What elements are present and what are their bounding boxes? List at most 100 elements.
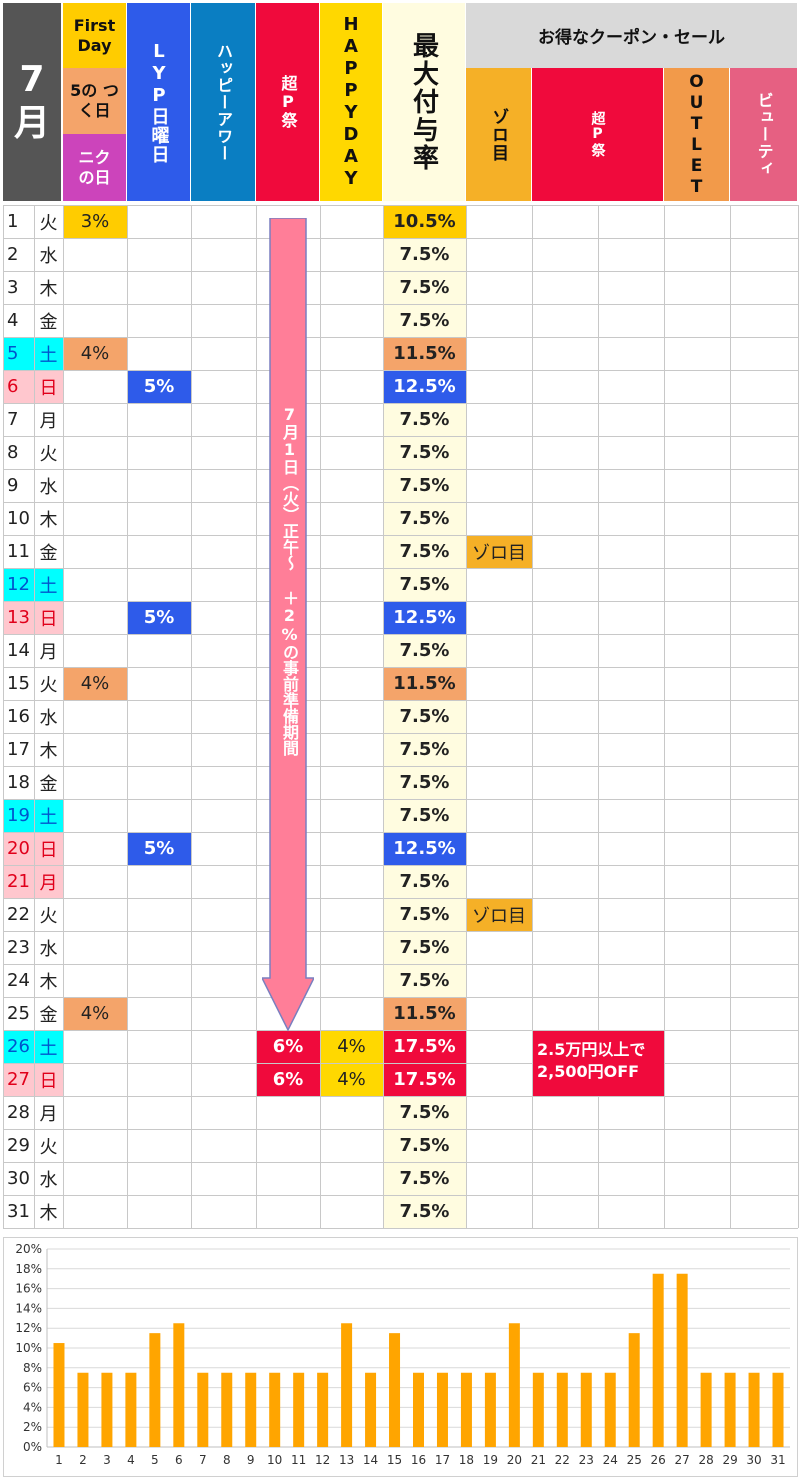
weekday: 木 [39, 971, 58, 993]
weekday: 水 [39, 1169, 58, 1191]
five-day-value: 4% [63, 667, 127, 700]
grid-row-line [3, 502, 798, 503]
x-tick-label: 5 [151, 1453, 159, 1467]
x-tick-label: 7 [199, 1453, 207, 1467]
x-tick-label: 19 [483, 1453, 498, 1467]
max-rate-value: 7.5% [399, 310, 450, 331]
grid-col-line [383, 205, 384, 1228]
x-tick-label: 17 [435, 1453, 450, 1467]
bar [197, 1372, 209, 1447]
first-day-header: First Day [63, 3, 127, 68]
grid-col-line [730, 205, 731, 1228]
x-tick-label: 18 [459, 1453, 474, 1467]
weekday: 土 [34, 799, 63, 832]
grid-row-line [3, 931, 798, 932]
day-number: 5 [3, 337, 34, 370]
day-number: 12 [3, 568, 34, 601]
max-rate-value: 7.5% [399, 277, 450, 298]
grid-row-line [3, 469, 798, 470]
weekday: 金 [39, 311, 58, 333]
bar [317, 1372, 329, 1447]
y-tick-label: 8% [23, 1361, 42, 1375]
weekday: 日 [34, 601, 63, 634]
bar [676, 1273, 688, 1447]
weekday: 金 [39, 773, 58, 795]
lyp-sunday-value: 5% [127, 832, 191, 865]
bar [748, 1372, 760, 1447]
max-rate-value: 17.5% [383, 1063, 466, 1096]
y-tick-label: 14% [15, 1301, 42, 1315]
day-number: 9 [7, 475, 19, 496]
max-rate-value: 7.5% [399, 706, 450, 727]
bar [341, 1323, 353, 1447]
grid-row-line [3, 1129, 798, 1130]
grid-row-line [3, 568, 798, 569]
bar [413, 1372, 424, 1447]
bar [365, 1372, 377, 1447]
bar [77, 1372, 89, 1447]
bar [125, 1372, 137, 1447]
bar [556, 1372, 568, 1447]
grid-row-line [3, 1063, 798, 1064]
month-header: 7 月 [3, 3, 62, 201]
zoro-value: ゾロ目 [466, 898, 532, 931]
grid-row-line [3, 436, 798, 437]
lyp-sunday-value: 5% [127, 370, 191, 403]
day-number: 2 [7, 244, 19, 265]
day-number: 28 [7, 1102, 30, 1123]
grid-row-line [3, 865, 798, 866]
weekday: 月 [39, 641, 58, 663]
month-unit: 月 [13, 103, 50, 144]
max-rate-value: 7.5% [399, 739, 450, 760]
max-rate-value: 7.5% [399, 508, 450, 529]
weekday: 土 [34, 337, 63, 370]
super-p-coupon-label: 超P祭 [589, 111, 606, 158]
weekday: 金 [39, 1004, 58, 1026]
grid-row-line [3, 766, 798, 767]
coupon-note: 2.5万円以上で 2,500円OFF [533, 1031, 664, 1096]
happy-day-label: HAPPYDAY [340, 14, 362, 190]
zoro-header: ゾロ目 [466, 68, 532, 201]
grid-col-line [63, 205, 64, 1228]
grid-row-line [3, 1228, 798, 1229]
weekday: 水 [39, 938, 58, 960]
grid-col-line [3, 205, 4, 1228]
x-tick-label: 8 [223, 1453, 231, 1467]
weekday: 火 [39, 905, 58, 927]
day-number: 30 [7, 1168, 30, 1189]
day-number: 19 [3, 799, 34, 832]
x-tick-label: 31 [770, 1453, 785, 1467]
x-tick-label: 15 [387, 1453, 402, 1467]
grid-col-line [466, 205, 467, 1228]
grid-col-line [532, 205, 533, 1228]
max-rate-value: 7.5% [399, 475, 450, 496]
bar [628, 1333, 640, 1447]
grid-row-line [3, 370, 798, 371]
grid-row-line [3, 304, 798, 305]
day-number: 23 [7, 937, 30, 958]
max-rate-value: 7.5% [399, 1201, 450, 1222]
x-tick-label: 2 [79, 1453, 87, 1467]
bar [460, 1372, 472, 1447]
bar [269, 1372, 281, 1447]
max-rate-value: 7.5% [399, 772, 450, 793]
weekday: 木 [39, 740, 58, 762]
day-number: 10 [7, 508, 30, 529]
five-day-value: 4% [63, 997, 127, 1030]
max-rate-value: 7.5% [399, 805, 450, 826]
max-rate-value: 12.5% [383, 601, 466, 634]
max-rate-value: 7.5% [399, 1168, 450, 1189]
x-tick-label: 1 [55, 1453, 63, 1467]
day-number: 16 [7, 706, 30, 727]
grid-col-line [798, 205, 799, 1228]
max-rate-value: 7.5% [399, 1102, 450, 1123]
max-rate-value: 12.5% [383, 832, 466, 865]
max-rate-value: 11.5% [383, 997, 466, 1030]
bar [436, 1372, 448, 1447]
max-rate-value: 7.5% [399, 541, 450, 562]
grid-row-line [3, 997, 798, 998]
max-rate-value: 11.5% [383, 667, 466, 700]
day-number: 26 [3, 1030, 34, 1063]
beauty-header: ビューティ [730, 68, 798, 201]
x-tick-label: 6 [175, 1453, 183, 1467]
